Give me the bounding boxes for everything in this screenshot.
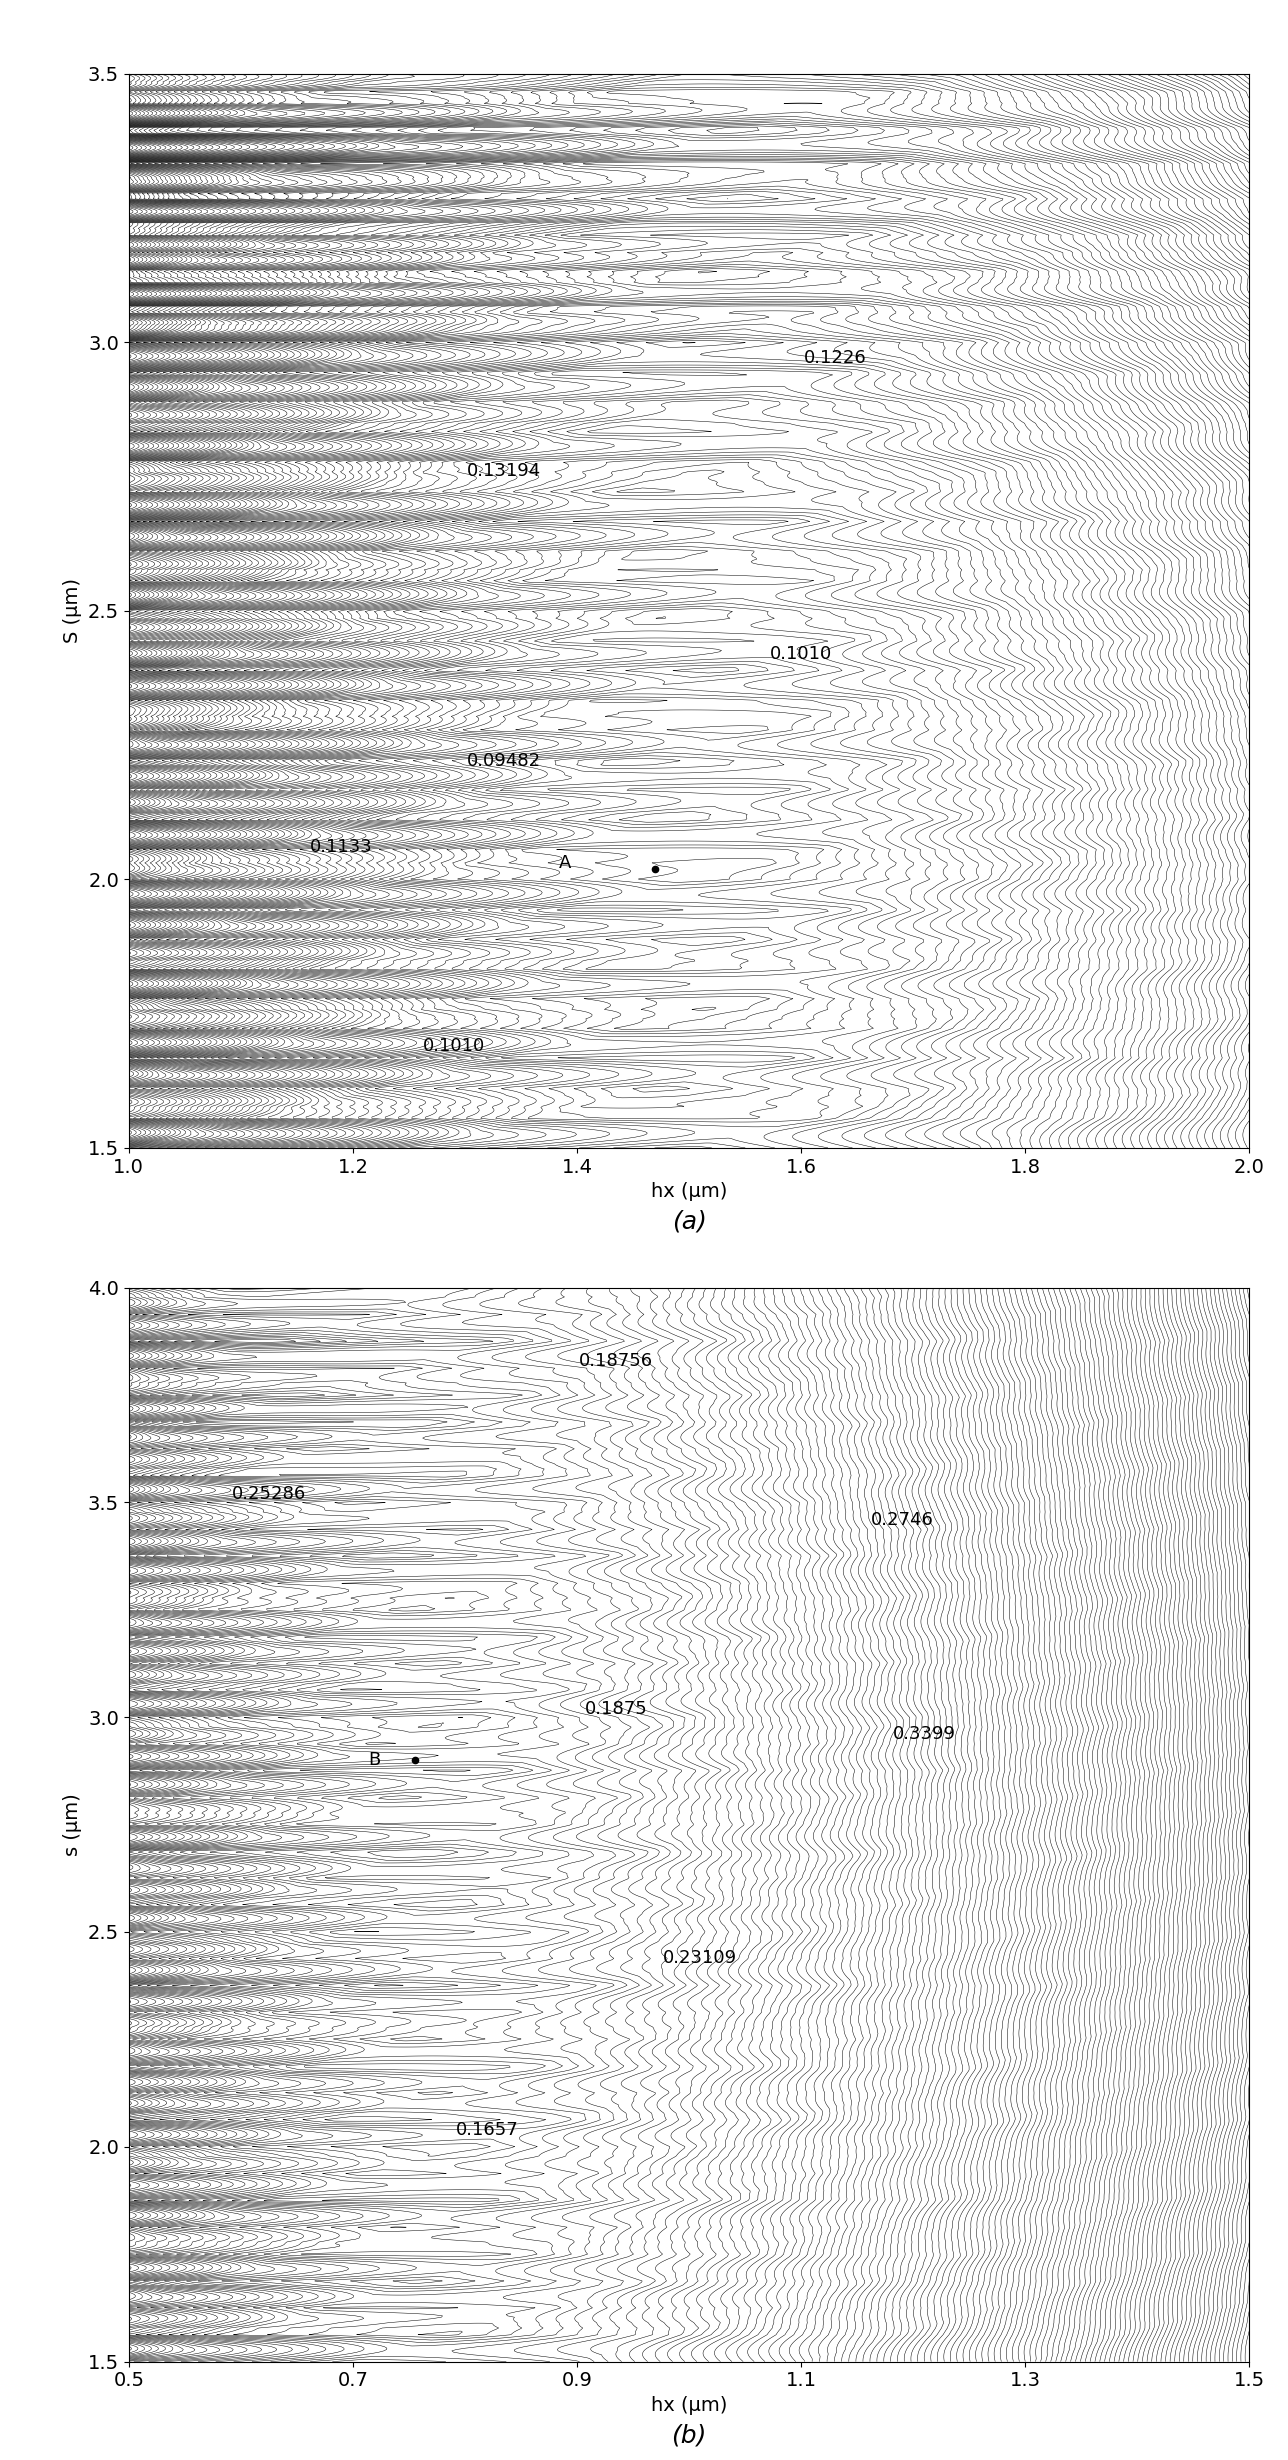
X-axis label: hx (μm): hx (μm) — [650, 2396, 728, 2416]
Text: 0.1133: 0.1133 — [310, 839, 374, 856]
Text: 0.1875: 0.1875 — [585, 1700, 648, 1717]
Text: 0.13194: 0.13194 — [468, 462, 541, 480]
Text: 0.23109: 0.23109 — [663, 1948, 737, 1966]
Text: 0.18756: 0.18756 — [580, 1351, 653, 1370]
Text: (a): (a) — [671, 1210, 707, 1232]
Y-axis label: s (μm): s (μm) — [63, 1793, 82, 1855]
Text: B: B — [368, 1752, 381, 1769]
X-axis label: hx (μm): hx (μm) — [650, 1183, 728, 1200]
Text: 0.2746: 0.2746 — [871, 1510, 934, 1528]
Y-axis label: S (μm): S (μm) — [63, 578, 82, 645]
Text: A: A — [559, 854, 572, 873]
Text: 0.1657: 0.1657 — [456, 2121, 519, 2138]
Text: 0.09482: 0.09482 — [468, 753, 541, 770]
Text: 0.25286: 0.25286 — [232, 1486, 307, 1503]
Text: 0.1010: 0.1010 — [770, 645, 832, 662]
Text: 0.1226: 0.1226 — [804, 349, 866, 367]
Text: 0.1010: 0.1010 — [422, 1036, 484, 1055]
Text: (b): (b) — [671, 2423, 707, 2448]
Text: 0.3399: 0.3399 — [893, 1724, 956, 1744]
